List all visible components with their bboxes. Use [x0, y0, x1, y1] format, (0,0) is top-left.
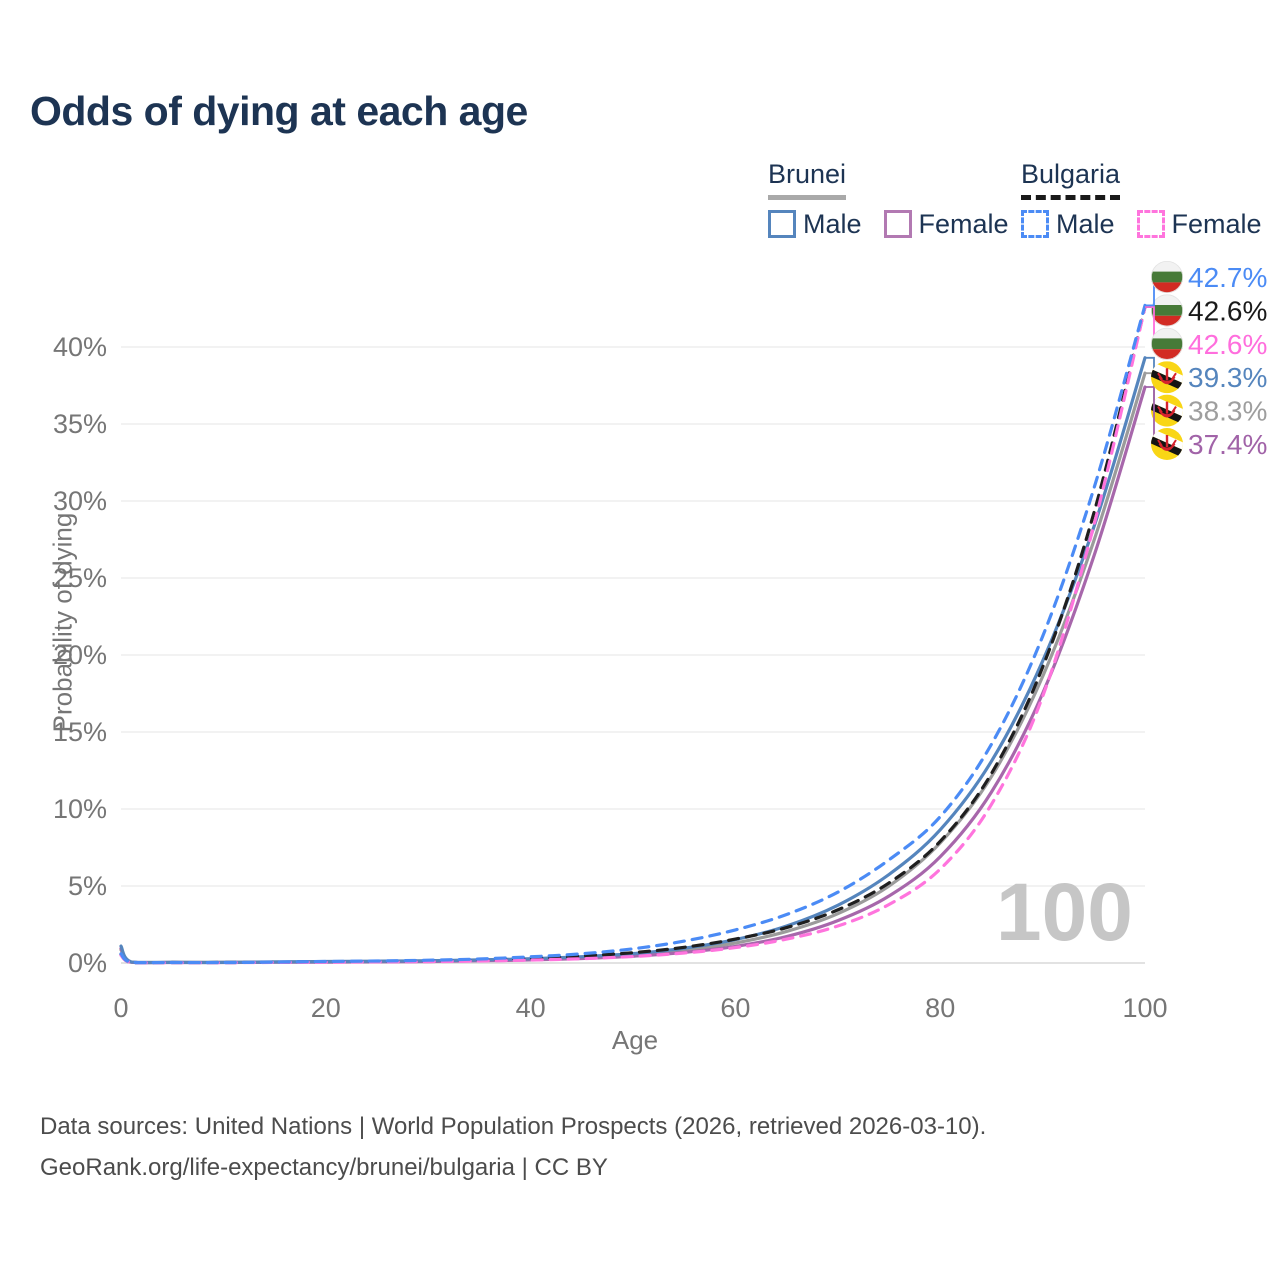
- y-tick-label: 10%: [53, 794, 107, 824]
- bulgaria-female-swatch-icon: [1136, 210, 1165, 239]
- y-axis-title: Probability of dying: [47, 512, 78, 733]
- legend-country-bulgaria: Bulgaria: [1021, 159, 1121, 200]
- legend-item-bulgaria-male[interactable]: Male: [1021, 209, 1115, 240]
- legend-items-bulgaria: Male Female: [1021, 209, 1262, 240]
- x-tick-label: 20: [311, 993, 341, 1023]
- legend-items-brunei: Male Female: [768, 209, 1009, 240]
- page-title: Odds of dying at each age: [30, 88, 528, 134]
- x-tick-label: 100: [1122, 993, 1167, 1023]
- legend-item-bulgaria-female[interactable]: Female: [1136, 208, 1262, 240]
- end-value-label: 39.3%: [1188, 362, 1267, 393]
- legend-label: Male: [803, 208, 862, 239]
- y-tick-label: 25%: [53, 563, 107, 593]
- bulgaria-male-swatch-icon: [1021, 210, 1049, 239]
- series-line-brunei-female: [119, 385, 1147, 965]
- brunei-female-swatch-icon: [883, 210, 912, 239]
- bulgaria-flag-icon: [1150, 294, 1184, 327]
- brunei-flag-icon: [1151, 394, 1183, 427]
- legend-country-brunei: Brunei: [768, 159, 847, 200]
- bulgaria-flag-icon: [1150, 260, 1184, 294]
- legend-label: Female: [918, 208, 1009, 239]
- age-watermark: 100: [996, 867, 1133, 958]
- brunei-flag-icon: [1151, 428, 1183, 460]
- legend-group-brunei: Brunei Male Female: [768, 159, 1009, 240]
- footer-data-sources: Data sources: United Nations | World Pop…: [40, 1113, 987, 1140]
- legend-item-brunei-female[interactable]: Female: [883, 208, 1009, 240]
- x-tick-label: 80: [925, 993, 955, 1023]
- legend-label: Female: [1171, 208, 1262, 239]
- footer-url: GeoRank.org/life-expectancy/brunei/bulga…: [40, 1154, 608, 1181]
- end-value-label: 42.6%: [1188, 329, 1267, 360]
- series-line-bulgaria-female: [119, 305, 1147, 965]
- bulgaria-flag-icon: [1150, 327, 1184, 360]
- legend-label: Male: [1056, 208, 1115, 239]
- y-tick-label: 30%: [53, 486, 107, 516]
- x-tick-label: 40: [516, 993, 546, 1023]
- y-tick-label: 0%: [68, 948, 107, 978]
- end-value-label: 42.7%: [1188, 262, 1267, 293]
- series-line-bulgaria-male: [119, 303, 1147, 965]
- series-line-brunei-male: [119, 356, 1147, 965]
- series-line-brunei: [119, 371, 1147, 965]
- end-value-label: 42.6%: [1188, 295, 1267, 326]
- brunei-flag-icon: [1151, 361, 1183, 394]
- y-tick-label: 20%: [53, 640, 107, 670]
- end-value-label: 38.3%: [1188, 396, 1267, 427]
- x-tick-label: 60: [720, 993, 750, 1023]
- legend-group-bulgaria: Bulgaria Male Female: [1021, 159, 1262, 240]
- end-value-label: 37.4%: [1188, 429, 1267, 460]
- x-tick-label: 0: [113, 993, 128, 1023]
- y-tick-label: 15%: [53, 717, 107, 747]
- y-tick-label: 5%: [68, 871, 107, 901]
- y-tick-label: 35%: [53, 409, 107, 439]
- footer-attribution: Data sources: United Nations | World Pop…: [40, 1106, 986, 1188]
- x-axis-title: Age: [611, 1025, 659, 1055]
- legend-item-brunei-male[interactable]: Male: [768, 209, 862, 240]
- y-tick-label: 40%: [53, 332, 107, 362]
- series-line-bulgaria: [119, 305, 1147, 965]
- brunei-male-swatch-icon: [768, 210, 796, 239]
